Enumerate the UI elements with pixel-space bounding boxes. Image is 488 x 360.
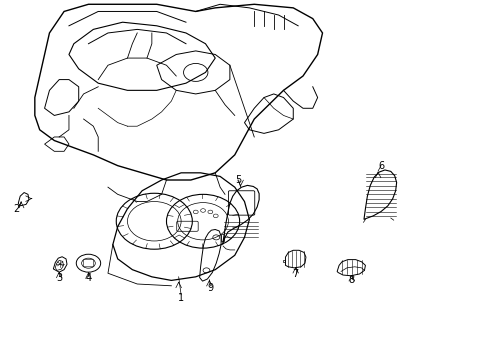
Text: 1: 1 bbox=[178, 293, 184, 303]
Text: 7: 7 bbox=[292, 269, 298, 279]
Text: 4: 4 bbox=[85, 273, 91, 283]
Text: 9: 9 bbox=[207, 283, 213, 293]
Text: 5: 5 bbox=[235, 175, 241, 185]
Text: 3: 3 bbox=[56, 273, 62, 283]
Text: 6: 6 bbox=[377, 161, 383, 171]
Text: 8: 8 bbox=[348, 275, 354, 285]
Text: 2: 2 bbox=[14, 204, 20, 215]
